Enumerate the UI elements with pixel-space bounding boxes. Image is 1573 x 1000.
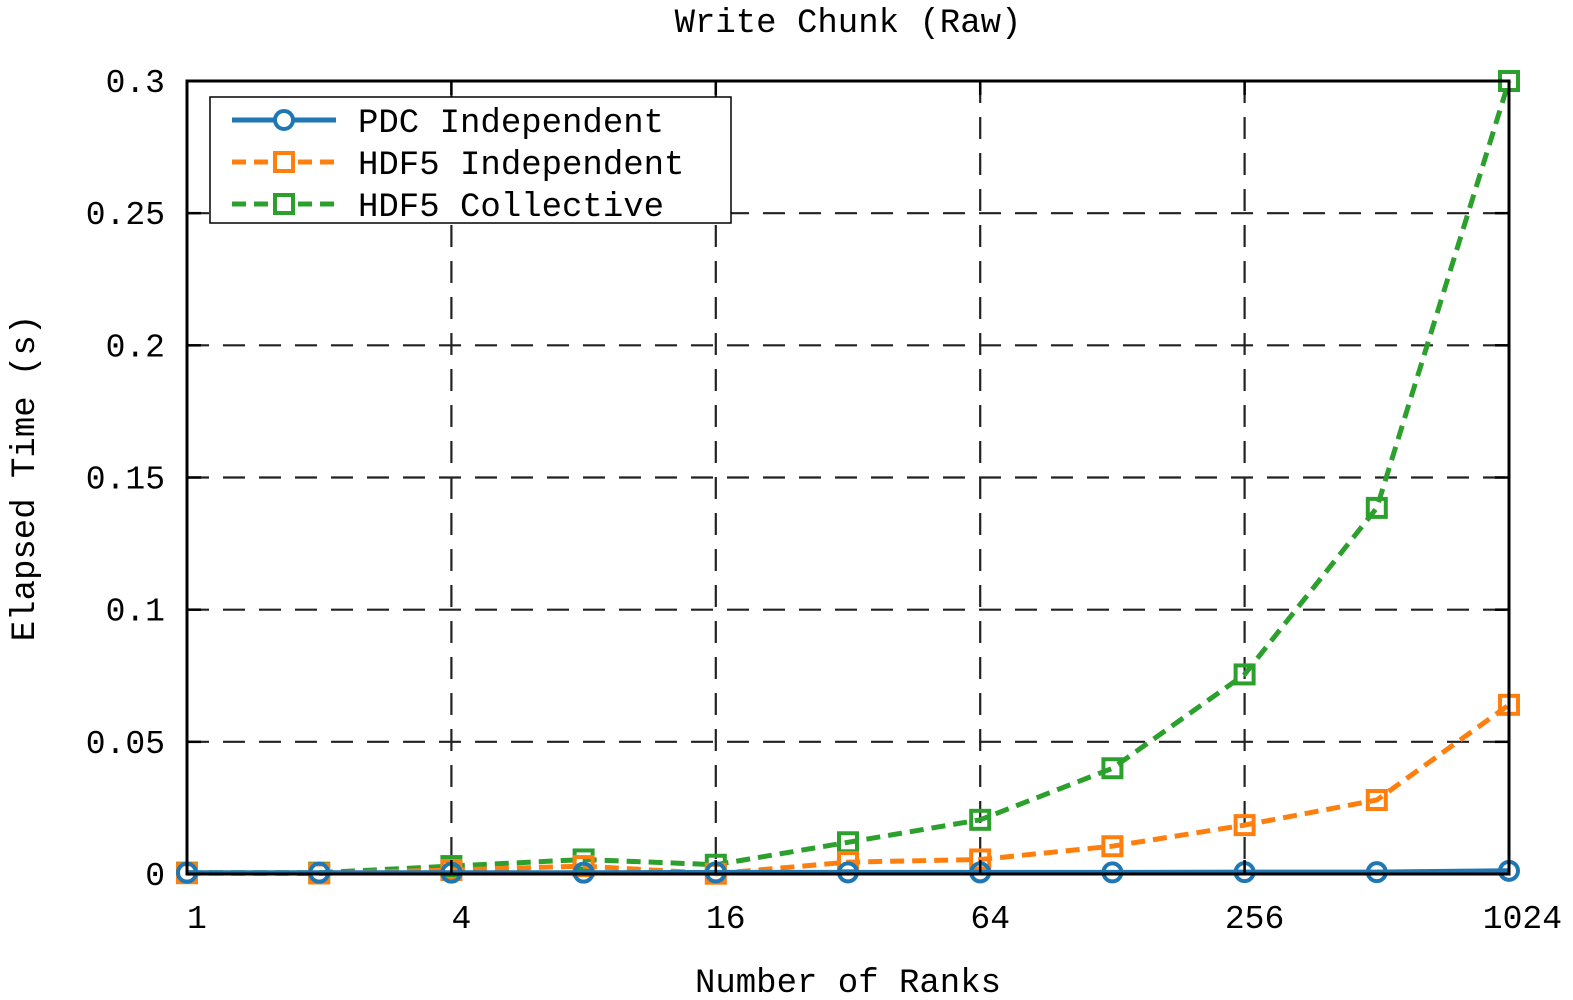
y-tick-label: 0.2 [106,329,165,366]
legend-label: HDF5 Independent [358,147,684,185]
legend-marker [273,151,295,173]
y-tick-label: 0.25 [86,197,165,234]
series-line [187,80,1512,876]
x-tick-label: 16 [706,901,746,938]
y-tick-label: 0.05 [86,726,165,763]
x-tick-label: 1 [187,901,207,938]
legend-label: HDF5 Collective [358,189,664,227]
series-line [187,868,1510,876]
x-tick-label: 64 [970,901,1010,938]
data-point [1233,663,1256,686]
legend-marker [273,109,295,131]
legend-marker [273,193,295,215]
x-tick-label: 256 [1225,901,1284,938]
data-point [1365,861,1388,884]
data-point [1101,835,1124,858]
grid [187,81,1509,874]
y-tick-label: 0.3 [106,65,165,102]
y-tick-label: 0.15 [86,462,165,499]
ticks: 0 0.05 0.1 0.15 0.2 0.25 0.3 1 4 16 64 256 1024 [86,65,1562,938]
x-tick-label: 1024 [1483,901,1562,938]
data-point [1233,814,1256,837]
data-point [1365,788,1388,811]
y-tick-label: 0.1 [106,594,165,631]
legend-label: PDC Independent [358,105,664,143]
chart-title: Write Chunk (Raw) [675,5,1022,43]
x-axis-label: Number of Ranks [695,965,1001,1000]
data-point [1101,757,1124,780]
data-point [1101,861,1124,884]
data-point [1365,496,1388,519]
x-tick-label: 4 [451,901,471,938]
y-axis-label: Elapsed Time (s) [7,315,45,641]
legend: PDC Independent HDF5 Independent HDF5 Coll… [209,96,732,227]
y-tick-label: 0 [145,858,165,895]
data-point [837,861,859,884]
data-point [969,808,992,831]
